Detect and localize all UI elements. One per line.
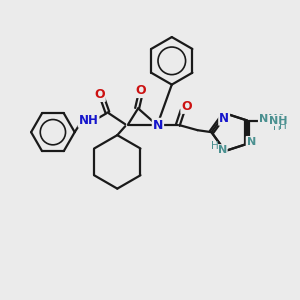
Text: O: O xyxy=(136,84,146,97)
Text: NH: NH xyxy=(79,114,98,127)
Text: N: N xyxy=(218,145,227,155)
Text: H: H xyxy=(279,122,287,131)
Text: 2: 2 xyxy=(278,114,283,123)
Text: N: N xyxy=(153,119,163,132)
Text: O: O xyxy=(94,88,105,101)
Text: H: H xyxy=(211,141,219,151)
Text: H: H xyxy=(273,122,281,133)
Text: O: O xyxy=(181,100,192,113)
Text: N: N xyxy=(247,137,256,147)
Text: N: N xyxy=(219,112,229,125)
Text: NH: NH xyxy=(269,116,288,125)
Text: NH: NH xyxy=(259,113,277,124)
